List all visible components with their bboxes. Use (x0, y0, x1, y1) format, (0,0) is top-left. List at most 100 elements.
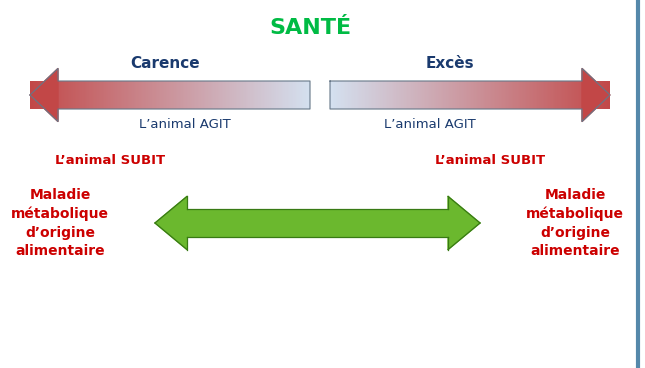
Bar (43, 81, 44, 109)
Bar (337, 81, 339, 109)
Bar (379, 81, 381, 109)
Bar (339, 81, 340, 109)
Bar (96, 81, 97, 109)
Bar (462, 81, 463, 109)
Bar (383, 81, 384, 109)
Bar (501, 81, 502, 109)
Bar (180, 81, 181, 109)
Bar (506, 81, 508, 109)
Bar (451, 81, 453, 109)
Bar (551, 81, 553, 109)
Bar (139, 81, 141, 109)
Bar (450, 81, 452, 109)
Bar (548, 81, 550, 109)
Bar (412, 81, 413, 109)
Bar (190, 81, 191, 109)
Bar (135, 81, 136, 109)
Bar (292, 81, 293, 109)
Bar (342, 81, 344, 109)
Bar (251, 81, 253, 109)
Bar (119, 81, 121, 109)
Bar (589, 81, 590, 109)
Bar (455, 81, 456, 109)
Bar (512, 81, 513, 109)
Bar (439, 81, 441, 109)
Bar (288, 81, 289, 109)
Bar (44, 81, 45, 109)
Bar (271, 81, 272, 109)
Bar (456, 81, 457, 109)
Bar (347, 81, 348, 109)
Bar (208, 81, 209, 109)
Bar (466, 81, 467, 109)
Bar (381, 81, 382, 109)
Bar (480, 81, 481, 109)
Bar (546, 81, 547, 109)
Bar (202, 81, 204, 109)
Bar (592, 81, 593, 109)
Bar (550, 81, 551, 109)
Bar (372, 81, 373, 109)
Bar (375, 81, 376, 109)
Bar (308, 81, 310, 109)
Bar (41, 81, 43, 109)
Bar (167, 81, 168, 109)
Bar (211, 81, 212, 109)
Bar (83, 81, 84, 109)
Bar (69, 81, 70, 109)
Bar (59, 81, 61, 109)
Bar (201, 81, 202, 109)
Bar (446, 81, 448, 109)
Bar (473, 81, 474, 109)
Bar (358, 81, 359, 109)
Bar (535, 81, 536, 109)
Bar (536, 81, 537, 109)
Bar (392, 81, 393, 109)
Bar (430, 81, 431, 109)
Bar (172, 81, 173, 109)
Bar (516, 81, 517, 109)
Bar (396, 81, 397, 109)
Bar (361, 81, 362, 109)
Bar (264, 81, 265, 109)
Bar (340, 81, 341, 109)
Bar (223, 81, 224, 109)
Text: Maladie
métabolique
d’origine
alimentaire: Maladie métabolique d’origine alimentair… (526, 188, 624, 258)
Bar (84, 81, 86, 109)
Bar (121, 81, 123, 109)
Bar (540, 81, 541, 109)
Bar (600, 81, 602, 109)
Bar (528, 81, 529, 109)
Bar (212, 81, 213, 109)
Polygon shape (448, 197, 480, 250)
Bar (173, 81, 174, 109)
Bar (72, 81, 74, 109)
Bar (467, 81, 469, 109)
Bar (364, 81, 365, 109)
Bar (163, 81, 164, 109)
Bar (263, 81, 264, 109)
Bar (236, 81, 237, 109)
Bar (572, 81, 573, 109)
Bar (111, 81, 113, 109)
Bar (588, 81, 589, 109)
Bar (81, 81, 82, 109)
Bar (526, 81, 528, 109)
Bar (400, 81, 401, 109)
Bar (76, 81, 77, 109)
Bar (402, 81, 404, 109)
Bar (94, 81, 96, 109)
Bar (195, 81, 197, 109)
Bar (517, 81, 519, 109)
Bar (513, 81, 515, 109)
Bar (30, 81, 32, 109)
Bar (187, 209, 448, 237)
Bar (297, 81, 299, 109)
Bar (290, 81, 292, 109)
Bar (547, 81, 548, 109)
Bar (435, 81, 437, 109)
Bar (470, 81, 471, 109)
Bar (257, 81, 258, 109)
Bar (417, 81, 418, 109)
Polygon shape (582, 68, 610, 121)
